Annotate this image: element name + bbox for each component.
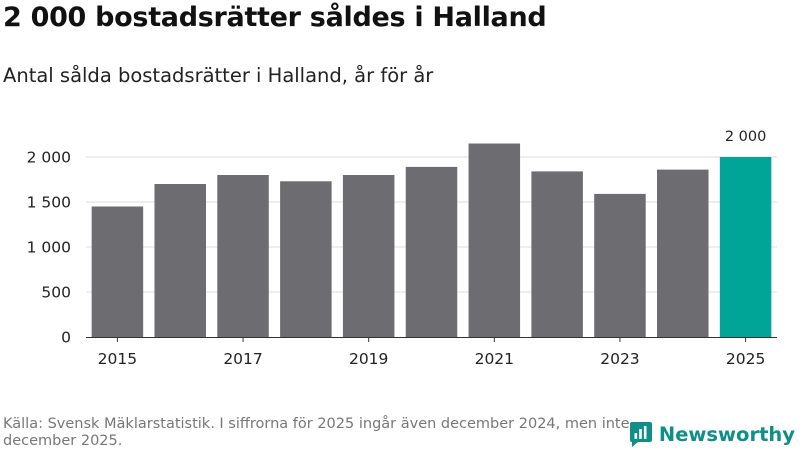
x-tick-label: 2023 [600, 350, 639, 368]
bar [217, 175, 269, 337]
bar [531, 171, 583, 337]
bar [280, 181, 332, 337]
bar [657, 169, 709, 337]
x-tick-label: 2025 [726, 350, 765, 368]
x-tick-label: 2015 [98, 350, 137, 368]
bar [405, 166, 458, 337]
y-tick-label: 1 500 [27, 194, 71, 212]
y-tick-label: 2 000 [27, 149, 71, 167]
source-note: Källa: Svensk Mäklarstatistik. I siffror… [3, 416, 630, 449]
bar [91, 206, 144, 337]
x-tick-label: 2017 [223, 350, 262, 368]
bar [154, 184, 206, 337]
chart-subtitle: Antal sålda bostadsrätter i Halland, år … [3, 64, 434, 87]
bar [468, 143, 521, 337]
chart-title: 2 000 bostadsrätter såldes i Halland [3, 2, 547, 33]
bar [594, 193, 646, 337]
bar [719, 157, 772, 337]
x-tick-label: 2019 [349, 350, 388, 368]
y-tick-label: 0 [61, 329, 71, 347]
y-tick-label: 500 [41, 284, 71, 302]
newsworthy-logo-icon [629, 421, 652, 447]
y-tick-label: 1 000 [27, 239, 71, 257]
x-tick-label: 2021 [475, 350, 514, 368]
brand-logo: Newsworthy [629, 420, 795, 448]
data-label: 2 000 [725, 129, 767, 145]
brand-name: Newsworthy [658, 422, 795, 446]
bar [342, 175, 395, 337]
bar-chart: 0 500 1 000 1 500 2 000 2015 2017 2019 2021 2023 2… [27, 129, 777, 368]
